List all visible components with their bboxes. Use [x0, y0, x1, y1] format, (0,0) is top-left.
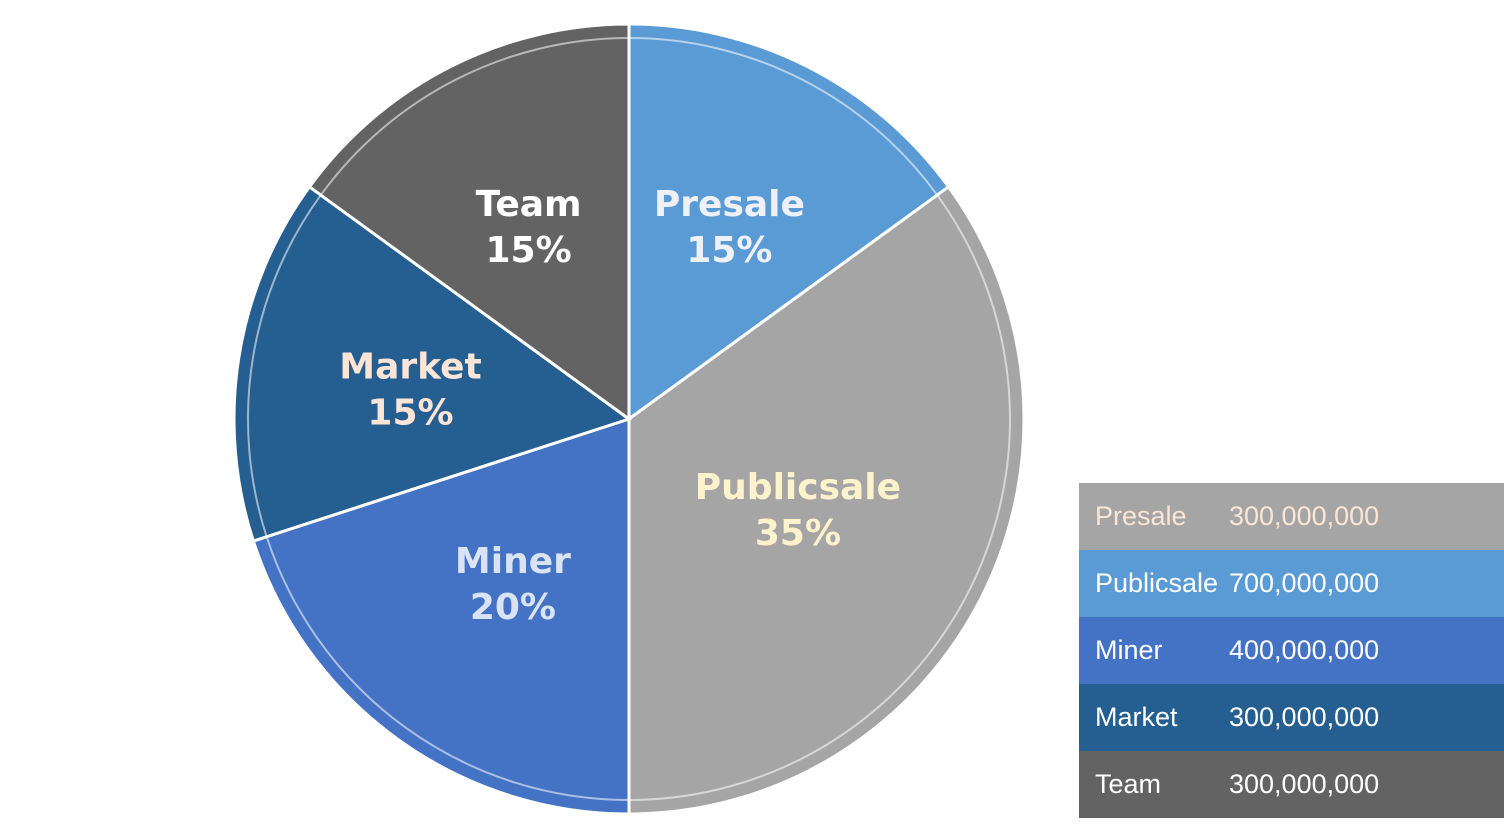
slice-label-publicsale: Publicsale — [695, 467, 901, 508]
table-row-value: 300,000,000 — [1229, 769, 1380, 799]
slice-label-team: Team — [476, 184, 582, 225]
slice-percent-presale: 15% — [686, 230, 772, 271]
pie-slice-miner — [251, 416, 631, 816]
table-row: Publicsale 700,000,000 — [1079, 550, 1504, 617]
table-row: Market 300,000,000 — [1079, 684, 1504, 751]
pie-slice-ring-presale — [628, 37, 939, 196]
slice-percent-miner: 20% — [470, 587, 556, 628]
slice-percent-team: 15% — [485, 230, 571, 271]
table-row: Miner 400,000,000 — [1079, 617, 1504, 684]
table-row: Team 300,000,000 — [1079, 751, 1504, 818]
table-row-value: 700,000,000 — [1229, 568, 1380, 598]
table-row-value: 300,000,000 — [1229, 702, 1380, 732]
slice-percent-publicsale: 35% — [755, 513, 841, 554]
table-row-name: Publicsale — [1095, 568, 1219, 598]
table-row-name: Presale — [1095, 501, 1187, 531]
pie-slice-ring-team — [319, 37, 630, 196]
table-row-name: Miner — [1095, 635, 1163, 665]
table-row-name: Team — [1095, 769, 1162, 799]
slice-label-presale: Presale — [654, 184, 805, 225]
table-row-name: Market — [1095, 702, 1178, 732]
pie-slice-ring-miner — [265, 536, 630, 801]
slice-label-market: Market — [339, 346, 481, 387]
value-table: Presale 300,000,000 Publicsale 700,000,000 M… — [1079, 483, 1504, 818]
pie-slice-market — [232, 184, 633, 543]
table-row-value: 400,000,000 — [1229, 635, 1380, 665]
slice-label-miner: Miner — [455, 541, 571, 582]
slice-percent-market: 15% — [367, 392, 453, 433]
table-row: Presale 300,000,000 — [1079, 483, 1504, 550]
table-row-value: 300,000,000 — [1229, 501, 1380, 531]
pie-slice-ring-market — [247, 194, 322, 538]
pie-slice-ring-publicsale — [628, 194, 1011, 801]
